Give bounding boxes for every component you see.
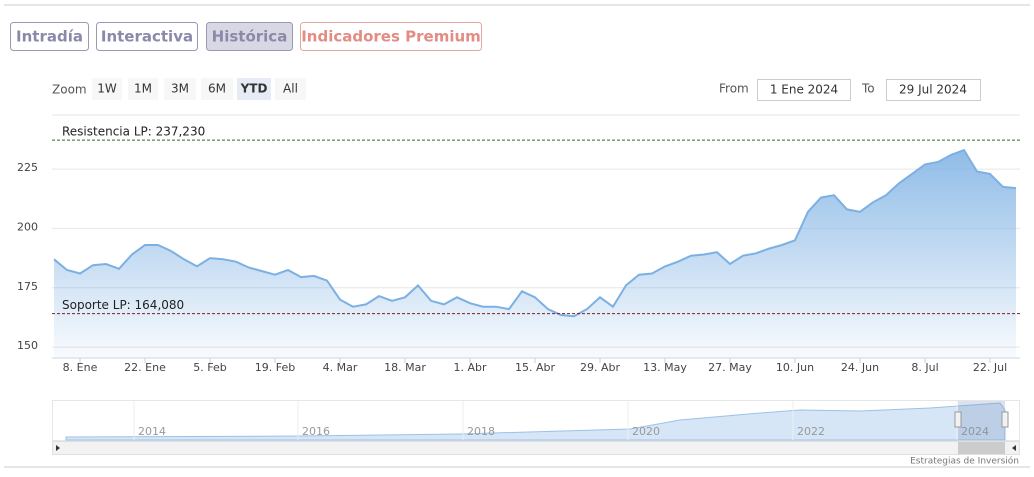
navigator-label: 2016 <box>302 425 330 438</box>
navigator-series <box>65 402 1006 441</box>
reference-label: Resistencia LP: 237,230 <box>62 125 205 139</box>
to-label: To <box>861 82 875 96</box>
x-tick-label: 13. May <box>643 361 687 374</box>
from-label: From <box>719 82 749 96</box>
x-tick-label: 19. Feb <box>255 361 295 374</box>
zoom-label: Zoom <box>52 83 87 97</box>
line <box>53 148 1017 318</box>
y-tick-label: 200 <box>17 220 38 233</box>
y-tick-label: 225 <box>17 161 38 174</box>
x-tick-label: 29. Abr <box>580 361 620 374</box>
zoom-button[interactable] <box>164 78 196 100</box>
tab-premium[interactable] <box>300 22 482 51</box>
to-value[interactable]: 29 Jul 2024 <box>899 83 967 97</box>
navigator-label: 2024 <box>961 425 989 438</box>
from-value[interactable]: 1 Ene 2024 <box>770 83 838 97</box>
navigator-label: 2018 <box>467 425 495 438</box>
navigator-label: 2020 <box>632 425 660 438</box>
x-tick-label: 8. Jul <box>911 361 938 374</box>
scrollbar-thumb[interactable] <box>958 442 1005 454</box>
zoom-button[interactable] <box>237 78 271 100</box>
x-tick-label: 18. Mar <box>384 361 426 374</box>
credit: Estrategias de Inversión <box>910 456 1019 467</box>
x-tick-label: 8. Ene <box>63 361 98 374</box>
tab[interactable] <box>10 22 89 51</box>
x-tick-label: 27. May <box>708 361 752 374</box>
x-tick-label: 22. Ene <box>124 361 166 374</box>
tab-label[interactable]: Interactiva <box>101 28 193 46</box>
from-input[interactable] <box>757 79 851 101</box>
zoom-button-label[interactable]: 1W <box>97 82 117 96</box>
x-tick-label: 15. Abr <box>515 361 555 374</box>
x-tick-label: 24. Jun <box>841 361 879 374</box>
scrollbar[interactable] <box>52 441 1020 455</box>
reference-label: Soporte LP: 164,080 <box>62 298 184 312</box>
navigator-label: 2022 <box>797 425 825 438</box>
area <box>54 150 1016 358</box>
y-tick-label: 150 <box>17 339 38 352</box>
navigator-handle[interactable] <box>954 411 962 428</box>
navigator-window[interactable] <box>958 401 1005 440</box>
zoom-buttons: 1W 1M 3M 6M YTD All <box>92 78 306 100</box>
tab-label[interactable]: Intradía <box>16 28 83 46</box>
x-tick-label: 22. Jul <box>973 361 1007 374</box>
zoom-button-label[interactable]: 1M <box>134 82 152 96</box>
tab-label[interactable]: Histórica <box>212 28 288 46</box>
x-tick-label: 10. Jun <box>776 361 814 374</box>
zoom-button[interactable] <box>128 78 158 100</box>
tab-active[interactable] <box>206 22 293 51</box>
zoom-button-label[interactable]: 6M <box>208 82 226 96</box>
x-tick-label: 4. Mar <box>323 361 358 374</box>
plot: 150 175 200 225 Resistencia LP: 237,230 Sopor… <box>17 114 1020 374</box>
tab-label[interactable]: Indicadores Premium <box>301 28 481 46</box>
zoom-button[interactable] <box>275 78 306 100</box>
navigator-handle[interactable] <box>1001 411 1009 428</box>
zoom-button-label[interactable]: All <box>283 82 298 96</box>
navigator-label: 2014 <box>138 425 166 438</box>
zoom-button-label[interactable]: 3M <box>171 82 189 96</box>
zoom-button-label[interactable]: YTD <box>240 82 268 96</box>
y-tick-label: 175 <box>17 280 38 293</box>
to-input[interactable] <box>886 79 981 101</box>
zoom-button[interactable] <box>201 78 233 100</box>
x-tick-label: 1. Abr <box>453 361 486 374</box>
zoom-button[interactable] <box>92 78 122 100</box>
tab[interactable] <box>96 22 198 51</box>
navigator-labels: 2014 2016 2018 2020 2022 2024 <box>133 401 989 440</box>
x-tick-label: 5. Feb <box>193 361 226 374</box>
